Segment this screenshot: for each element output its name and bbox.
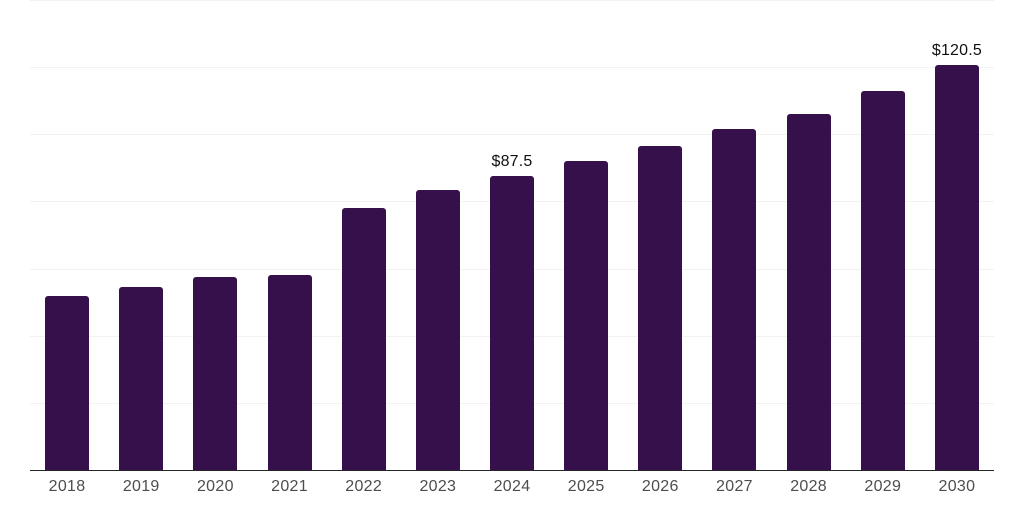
gridline (30, 134, 994, 136)
x-tick-label-2018: 2018 (48, 478, 86, 495)
value-label-2030: $120.5 (931, 42, 982, 60)
x-tick-label-2022: 2022 (345, 478, 383, 495)
x-axis: 2018 2019 2020 2021 2022 2023 2024 2025 2026 2027… (30, 478, 994, 502)
x-tick-label-2024: 2024 (493, 478, 531, 495)
gridline (30, 67, 994, 69)
bar-2023[interactable] (415, 189, 460, 470)
x-tick-label-2025: 2025 (567, 478, 605, 495)
x-tick-label-2029: 2029 (864, 478, 902, 495)
x-tick-label-2026: 2026 (641, 478, 679, 495)
bar-2018[interactable] (45, 296, 90, 470)
x-tick-label-2027: 2027 (716, 478, 753, 495)
x-tick-label-2030: 2030 (938, 478, 976, 495)
x-tick-label-2020: 2020 (196, 478, 234, 495)
bar-2026[interactable] (638, 146, 683, 470)
bar-2019[interactable] (119, 287, 164, 470)
gridline (30, 0, 994, 1)
bar-2021[interactable] (267, 274, 312, 470)
bar-2029[interactable] (860, 91, 905, 470)
x-tick-label-2021: 2021 (271, 478, 308, 495)
x-tick-label-2019: 2019 (122, 478, 160, 495)
bar-2027[interactable] (712, 129, 757, 470)
bar-2022[interactable] (341, 208, 386, 470)
plot-area: $87.5 $120.5 (30, 0, 994, 471)
x-tick-label-2023: 2023 (419, 478, 457, 495)
x-tick-label-2028: 2028 (790, 478, 828, 495)
bar-2028[interactable] (786, 114, 831, 470)
value-label-2024: $87.5 (491, 153, 533, 171)
bar-2030[interactable] (934, 65, 979, 470)
bar-2020[interactable] (193, 276, 238, 470)
bar-2025[interactable] (564, 161, 609, 470)
bar-2024[interactable] (490, 176, 534, 470)
